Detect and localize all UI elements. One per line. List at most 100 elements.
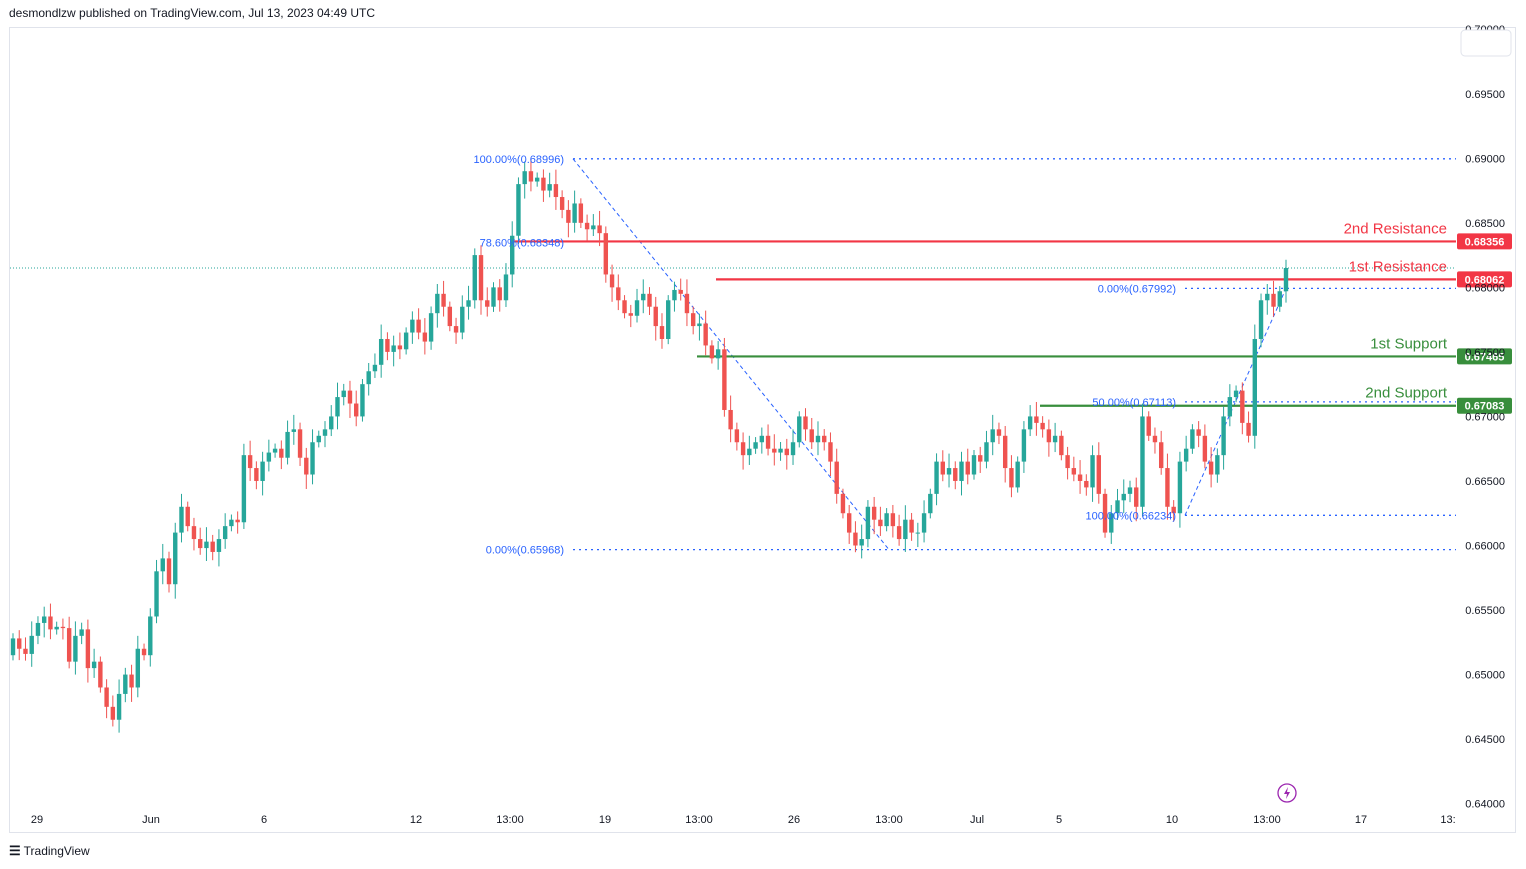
candle-body: [1027, 416, 1033, 430]
candle-body: [466, 300, 471, 307]
candle-body: [304, 457, 309, 475]
candle-body: [510, 235, 515, 275]
candle-body: [497, 287, 502, 301]
candle-body: [978, 455, 983, 462]
candle-body: [266, 452, 272, 462]
candle-body: [435, 293, 440, 314]
fib-label: 78.60%(0.68348): [480, 237, 564, 249]
candles: [10, 158, 1289, 733]
candle-body: [385, 338, 390, 352]
support-label: 1st Support: [1370, 335, 1448, 352]
footer-brand[interactable]: TradingView: [23, 844, 90, 858]
candle-body: [940, 461, 945, 475]
candle-body: [453, 326, 459, 333]
fib-label: 0.00%(0.65968): [486, 545, 564, 557]
candle-body: [428, 313, 434, 342]
candle-body: [54, 626, 59, 630]
tradingview-logo-icon[interactable]: ☰: [9, 843, 21, 858]
candle-body: [485, 300, 490, 307]
candle-body: [310, 442, 315, 475]
candle-body: [460, 306, 465, 333]
fib-label: 50.00%(0.67113): [1092, 397, 1176, 409]
candle-body: [1146, 416, 1151, 436]
candle-body: [260, 461, 265, 481]
price-tag: [1457, 271, 1512, 288]
candle-body: [896, 526, 902, 540]
candle-body: [129, 674, 134, 688]
candle-body: [241, 455, 247, 523]
candle-body: [254, 468, 259, 481]
candle-body: [921, 513, 927, 533]
candle-body: [597, 225, 602, 234]
candle-body: [503, 274, 509, 301]
candle-body: [678, 289, 683, 294]
price-tag-label: 0.67083: [1465, 401, 1505, 413]
candle-body: [834, 461, 839, 494]
candle-body: [822, 435, 827, 443]
candle-body: [659, 326, 665, 339]
candle-body: [141, 648, 147, 656]
candle-body: [491, 287, 496, 307]
candle-body: [697, 323, 702, 327]
candle-body: [60, 626, 66, 629]
candle-body: [154, 571, 159, 617]
candle-body: [1258, 300, 1264, 339]
candle-body: [98, 661, 103, 688]
candle-body: [366, 371, 371, 385]
candle-body: [871, 506, 877, 520]
x-tick-label: 12: [410, 814, 422, 826]
candle-body: [953, 468, 958, 481]
candle-body: [329, 416, 334, 430]
candle-body: [1102, 493, 1108, 533]
candle-body: [528, 171, 534, 182]
axis-settings-button[interactable]: [1460, 29, 1512, 57]
candle-body: [1002, 435, 1008, 469]
candle-body: [322, 429, 328, 436]
candle-body: [1052, 435, 1058, 443]
lightning-icon[interactable]: [1277, 783, 1297, 803]
candle-body: [547, 184, 552, 191]
fib-label: 100.00%(0.66234): [1085, 510, 1176, 522]
candle-body: [204, 541, 209, 549]
candle-body: [572, 203, 577, 223]
x-tick-label: 17: [1355, 814, 1367, 826]
candle-body: [416, 319, 421, 333]
candle-body: [347, 390, 353, 404]
candle-body: [715, 349, 721, 359]
y-tick-label: 0.68000: [1465, 282, 1505, 294]
candle-body: [1271, 293, 1276, 307]
candle-body: [566, 209, 571, 223]
candle-body: [884, 513, 889, 527]
level-lines: [510, 240, 1456, 407]
lightning-bolt-glyph: [1284, 787, 1290, 799]
candle-body: [216, 539, 222, 552]
candle-body: [447, 306, 453, 327]
candle-body: [1227, 397, 1233, 417]
candle-body: [728, 409, 733, 430]
candle-body: [1283, 268, 1289, 292]
candle-body: [73, 635, 78, 662]
candle-body: [616, 287, 621, 301]
candle-body: [335, 397, 340, 417]
candle-body: [148, 616, 153, 656]
candle-body: [603, 233, 609, 275]
candle-body: [765, 435, 771, 449]
y-tick-label: 0.65500: [1465, 605, 1505, 617]
candle-body: [1165, 468, 1170, 507]
x-tick-label: Jul: [970, 814, 984, 826]
candle-body: [1034, 416, 1039, 423]
candle-body: [903, 519, 908, 540]
candle-body: [784, 448, 789, 456]
x-tick-label: 13:00: [685, 814, 713, 826]
footer: ☰ TradingView: [9, 843, 90, 859]
candle-body: [747, 448, 752, 456]
candle-body: [516, 184, 521, 236]
y-tick-label: 0.64500: [1465, 734, 1505, 746]
x-tick-label: 6: [261, 814, 267, 826]
candle-body: [291, 429, 297, 432]
price-tag-label: 0.68062: [1465, 274, 1505, 286]
candle-body: [1208, 461, 1214, 475]
y-tick-label: 0.64000: [1465, 799, 1505, 811]
candle-body: [1040, 422, 1045, 430]
